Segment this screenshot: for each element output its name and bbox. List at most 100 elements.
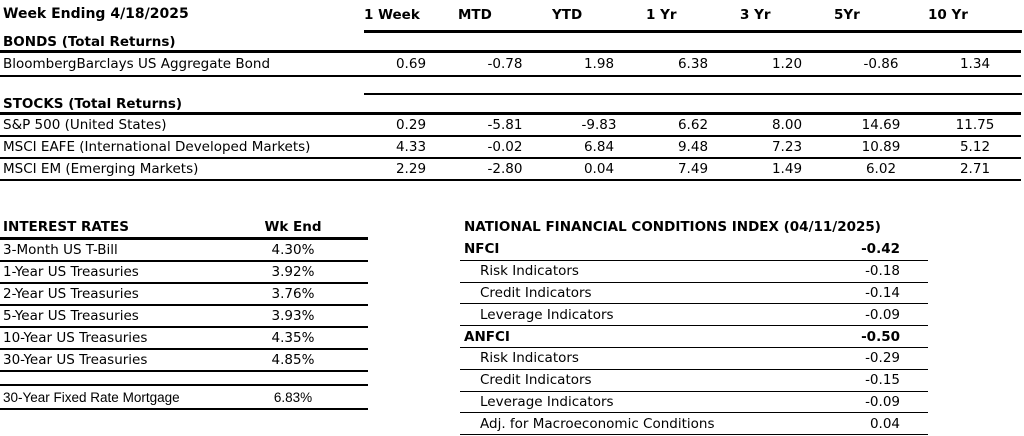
value-cell: 2.71 (959, 160, 991, 177)
value-cell: 6.38 (677, 55, 709, 72)
nfci-title: NATIONAL FINANCIAL CONDITIONS INDEX (04/… (464, 219, 881, 235)
row-label: Credit Indicators (480, 284, 592, 301)
table-row-sp500: S&P 500 (United States) 0.29 -5.81 -9.83… (0, 115, 1021, 137)
col-header-ytd: YTD (552, 4, 646, 33)
table-row-msci-em: MSCI EM (Emerging Markets) 2.29 -2.80 0.… (0, 159, 1021, 181)
value-cell: 6.83% (273, 389, 313, 405)
value-cell: 4.35% (271, 330, 315, 346)
wk-end-header: Wk End (264, 219, 322, 235)
row-label: Risk Indicators (480, 263, 579, 280)
value-cell: -0.09 (865, 306, 900, 323)
value-cell: 6.02 (865, 160, 897, 177)
value-cell: -0.09 (865, 393, 900, 410)
table-row-2-year-treasuries: 2-Year US Treasuries 3.76% (0, 284, 368, 306)
row-label: 5-Year US Treasuries (3, 308, 139, 324)
value-cell: 5.12 (959, 138, 991, 155)
value-cell: 0.04 (869, 415, 900, 432)
table-row-nfci-risk: Risk Indicators -0.18 (460, 261, 928, 283)
value-cell: -0.18 (865, 263, 900, 280)
row-label: 30-Year US Treasuries (3, 352, 148, 368)
spacer-cell (0, 77, 364, 95)
value-cell: -0.86 (863, 55, 899, 72)
value-cell: -9.83 (581, 116, 617, 133)
row-label: 1-Year US Treasuries (3, 264, 139, 280)
value-cell: 8.00 (771, 116, 803, 133)
row-label: NFCI (464, 241, 500, 258)
value-cell: 0.69 (395, 55, 427, 72)
row-label: Leverage Indicators (480, 393, 614, 410)
value-cell: 9.48 (677, 138, 709, 155)
value-cell: 4.85% (271, 352, 315, 368)
bottom-tables: INTEREST RATES Wk End 3-Month US T-Bill … (0, 217, 1024, 436)
value-cell: 7.23 (771, 138, 803, 155)
col-header-1-yr: 1 Yr (646, 4, 740, 33)
value-cell: 0.29 (395, 116, 427, 133)
stocks-section-heading: STOCKS (Total Returns) (3, 96, 183, 112)
value-cell: 0.04 (583, 160, 615, 177)
col-header-5-yr: 5Yr (834, 4, 928, 33)
row-label: 3-Month US T-Bill (3, 242, 118, 258)
value-cell: -5.81 (487, 116, 523, 133)
value-cell: -0.42 (861, 241, 900, 258)
value-cell: 7.49 (677, 160, 709, 177)
value-cell: 6.84 (583, 138, 615, 155)
bonds-section-heading-row: BONDS (Total Returns) (0, 33, 1021, 53)
value-cell: -0.50 (861, 328, 900, 345)
row-label: 30-Year Fixed Rate Mortgage (3, 389, 180, 405)
interest-rates-table: INTEREST RATES Wk End 3-Month US T-Bill … (0, 217, 368, 410)
value-cell: -2.80 (487, 160, 523, 177)
row-label: S&P 500 (United States) (3, 116, 167, 133)
value-cell: 4.30% (271, 242, 315, 258)
value-cell: 3.76% (271, 286, 315, 302)
row-label: MSCI EM (Emerging Markets) (3, 160, 199, 177)
value-cell: 6.62 (677, 116, 709, 133)
nfci-table: NATIONAL FINANCIAL CONDITIONS INDEX (04/… (460, 217, 928, 436)
week-ending-title: Week Ending 4/18/2025 (3, 6, 189, 22)
value-cell: 1.49 (771, 160, 803, 177)
table-row-anfci-risk: Risk Indicators -0.29 (460, 348, 928, 370)
table-row-nfci-leverage: Leverage Indicators -0.09 (460, 304, 928, 327)
table-row-anfci-leverage: Leverage Indicators -0.09 (460, 392, 928, 414)
col-header-mtd: MTD (458, 4, 552, 33)
spacer-row (0, 77, 1022, 95)
row-label: 2-Year US Treasuries (3, 286, 139, 302)
value-cell: 3.93% (271, 308, 315, 324)
col-header-10-yr: 10 Yr (928, 4, 1022, 33)
col-header-1-week: 1 Week (364, 4, 458, 33)
row-label: 10-Year US Treasuries (3, 330, 148, 346)
table-row-anfci-macro-adj: Adj. for Macroeconomic Conditions 0.04 (460, 413, 928, 436)
row-label: ANFCI (464, 328, 510, 345)
divider-line (364, 77, 1022, 95)
row-label: Credit Indicators (480, 372, 592, 389)
value-cell: -0.15 (865, 372, 900, 389)
row-label: MSCI EAFE (International Developed Marke… (3, 138, 311, 155)
table-row-msci-eafe: MSCI EAFE (International Developed Marke… (0, 137, 1021, 159)
row-label: Risk Indicators (480, 350, 579, 367)
table-row-1-year-treasuries: 1-Year US Treasuries 3.92% (0, 262, 368, 284)
col-header-3-yr: 3 Yr (740, 4, 834, 33)
stocks-section-heading-row: STOCKS (Total Returns) (0, 95, 1021, 115)
value-cell: -0.02 (487, 138, 523, 155)
table-row-anfci-credit: Credit Indicators -0.15 (460, 370, 928, 392)
value-cell: 1.34 (959, 55, 991, 72)
table-row-10-year-treasuries: 10-Year US Treasuries 4.35% (0, 328, 368, 350)
table-row-nfci-credit: Credit Indicators -0.14 (460, 283, 928, 305)
value-cell: 10.89 (861, 138, 901, 155)
table-row-30-year-treasuries: 30-Year US Treasuries 4.85% (0, 350, 368, 372)
table-row-3-month-tbill: 3-Month US T-Bill 4.30% (0, 240, 368, 262)
table-row-30-year-mortgage: 30-Year Fixed Rate Mortgage 6.83% (0, 386, 368, 410)
table-row-bloomberg-aggregate-bond: BloombergBarclays US Aggregate Bond 0.69… (0, 53, 1021, 77)
market-returns-table: Week Ending 4/18/2025 1 Week MTD YTD 1 Y… (0, 4, 1022, 181)
value-cell: -0.78 (487, 55, 523, 72)
value-cell: 14.69 (861, 116, 901, 133)
value-cell: -0.14 (865, 284, 900, 301)
table-row-nfci: NFCI -0.42 (460, 239, 928, 261)
row-label: BloombergBarclays US Aggregate Bond (3, 55, 271, 72)
blank-row (0, 372, 368, 386)
value-cell: 3.92% (271, 264, 315, 280)
value-cell: 11.75 (955, 116, 995, 133)
table-row-anfci: ANFCI -0.50 (460, 326, 928, 348)
row-label: Leverage Indicators (480, 306, 614, 323)
interest-rates-header-row: INTEREST RATES Wk End (0, 217, 368, 240)
